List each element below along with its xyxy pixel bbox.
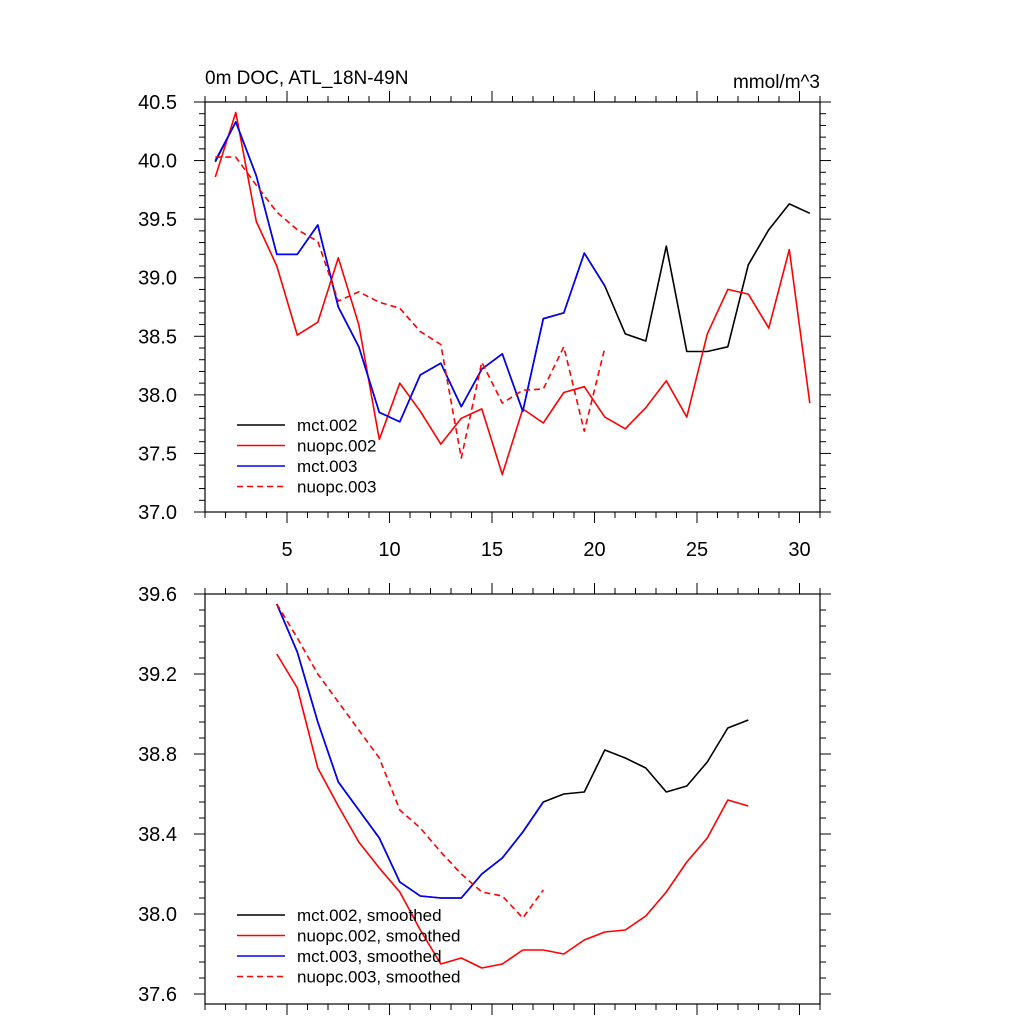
top-y-tick-label: 39.0 bbox=[138, 268, 177, 290]
bottom-plot-frame bbox=[204, 593, 821, 1005]
top-series-nuopc-003 bbox=[215, 156, 606, 459]
bottom-legend-label: nuopc.002, smoothed bbox=[297, 927, 461, 946]
top-y-tick-label: 40.5 bbox=[138, 92, 177, 114]
bottom-legend: mct.002, smoothed nuopc.002, smoothedmct.… bbox=[237, 906, 461, 987]
bottom-y-tick-label: 38.4 bbox=[138, 824, 177, 846]
bottom-y-tick-label: 37.6 bbox=[138, 984, 177, 1006]
top-legend-label: mct.003 bbox=[297, 457, 357, 476]
bottom-panel: 37.6 38.0 38.4 38.8 39.2 39.6 mct.002, smooth… bbox=[138, 583, 831, 1015]
top-x-tick-label: 15 bbox=[481, 539, 503, 561]
bottom-series-mct-003-smoothed bbox=[276, 603, 544, 899]
top-chart-units: mmol/m^3 bbox=[733, 72, 820, 93]
top-y-tick-label: 40.0 bbox=[138, 151, 177, 173]
top-y-tick-label: 38.5 bbox=[138, 326, 177, 348]
top-x-tick-label: 25 bbox=[686, 539, 708, 561]
top-x-tick-label: 10 bbox=[378, 539, 400, 561]
top-legend-label: mct.002 bbox=[297, 416, 357, 435]
bottom-legend-label: mct.002, smoothed bbox=[297, 906, 442, 925]
top-series-mct-003 bbox=[214, 121, 606, 423]
top-chart-title: 0m DOC, ATL_18N-49N bbox=[205, 68, 408, 89]
top-legend-label: nuopc.003 bbox=[297, 478, 376, 497]
top-legend-label: nuopc.002 bbox=[297, 437, 376, 456]
bottom-y-tick-label: 39.2 bbox=[138, 664, 177, 686]
bottom-y-tick-label: 39.6 bbox=[138, 584, 177, 606]
top-series-nuopc-002 bbox=[214, 111, 811, 476]
top-y-tick-label: 38.0 bbox=[138, 385, 177, 407]
bottom-series-nuopc-002-smoothed bbox=[276, 653, 749, 969]
top-panel: 0m DOC, ATL_18N-49N mmol/m^3 5 10 15 20 25 30… bbox=[138, 68, 831, 561]
bottom-legend-label: mct.003, smoothed bbox=[297, 947, 442, 966]
bottom-series-nuopc-003-smoothed bbox=[276, 603, 544, 919]
bottom-series-mct-002-smoothed bbox=[276, 603, 749, 899]
top-x-tick-label: 20 bbox=[583, 539, 605, 561]
top-y-tick-label: 39.5 bbox=[138, 209, 177, 231]
top-y-tick-label: 37.5 bbox=[138, 443, 177, 465]
bottom-legend-label: nuopc.003, smoothed bbox=[297, 968, 461, 987]
top-y-tick-label: 37.0 bbox=[138, 502, 177, 524]
top-x-tick-label: 30 bbox=[788, 539, 810, 561]
bottom-y-tick-label: 38.0 bbox=[138, 904, 177, 926]
top-plot-frame bbox=[204, 101, 821, 513]
top-series-mct-002 bbox=[214, 121, 811, 423]
bottom-y-tick-label: 38.8 bbox=[138, 744, 177, 766]
top-x-tick-label: 5 bbox=[281, 539, 292, 561]
